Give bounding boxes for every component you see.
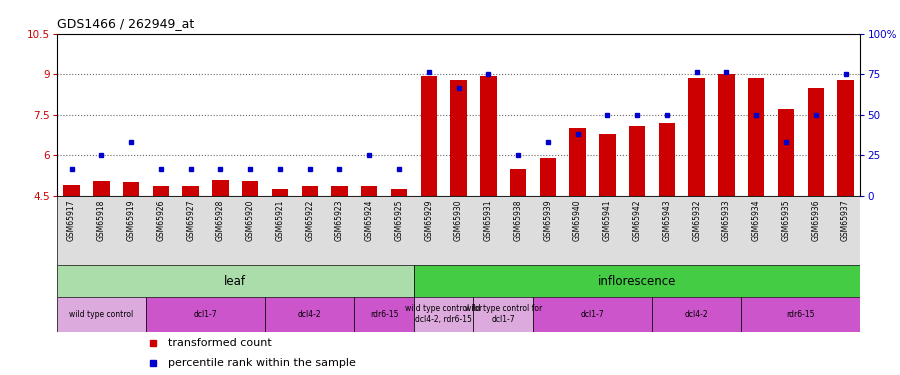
Bar bbox=[599, 134, 616, 196]
Bar bbox=[480, 76, 497, 196]
Text: rdr6-15: rdr6-15 bbox=[370, 310, 399, 319]
Bar bbox=[57, 297, 146, 332]
Text: GSM65923: GSM65923 bbox=[335, 199, 344, 241]
Bar bbox=[807, 88, 824, 196]
Bar bbox=[652, 297, 742, 332]
Text: GSM65943: GSM65943 bbox=[662, 199, 671, 241]
Text: GSM65922: GSM65922 bbox=[305, 199, 314, 241]
Bar bbox=[355, 297, 414, 332]
Bar bbox=[450, 80, 467, 196]
Bar bbox=[570, 128, 586, 196]
Text: transformed count: transformed count bbox=[167, 338, 272, 348]
Text: dcl1-7: dcl1-7 bbox=[194, 310, 217, 319]
Bar bbox=[718, 74, 734, 196]
Text: GSM65927: GSM65927 bbox=[186, 199, 195, 241]
Bar bbox=[659, 123, 675, 196]
Bar bbox=[94, 181, 110, 196]
Text: GSM65936: GSM65936 bbox=[811, 199, 820, 241]
Bar bbox=[540, 158, 556, 196]
Bar bbox=[837, 80, 854, 196]
Text: GSM65937: GSM65937 bbox=[841, 199, 850, 241]
Bar bbox=[473, 297, 533, 332]
Text: GSM65934: GSM65934 bbox=[752, 199, 760, 241]
Bar bbox=[331, 186, 347, 196]
Bar bbox=[629, 126, 645, 196]
Text: GSM65942: GSM65942 bbox=[633, 199, 642, 241]
Text: GSM65917: GSM65917 bbox=[68, 199, 76, 241]
Bar bbox=[361, 186, 377, 196]
Text: wild type control for
dcl4-2, rdr6-15: wild type control for dcl4-2, rdr6-15 bbox=[405, 304, 482, 324]
Bar bbox=[391, 189, 407, 196]
Bar bbox=[420, 76, 437, 196]
Text: GSM65919: GSM65919 bbox=[127, 199, 136, 241]
Text: GSM65929: GSM65929 bbox=[424, 199, 433, 241]
Bar bbox=[778, 110, 794, 196]
Text: dcl4-2: dcl4-2 bbox=[685, 310, 708, 319]
Text: leaf: leaf bbox=[224, 274, 247, 288]
Text: dcl4-2: dcl4-2 bbox=[298, 310, 321, 319]
Bar bbox=[146, 297, 266, 332]
Bar bbox=[63, 185, 80, 196]
Bar bbox=[272, 189, 288, 196]
Bar bbox=[742, 297, 860, 332]
Text: GSM65938: GSM65938 bbox=[514, 199, 523, 241]
Text: GSM65932: GSM65932 bbox=[692, 199, 701, 241]
Text: rdr6-15: rdr6-15 bbox=[787, 310, 815, 319]
Text: GSM65939: GSM65939 bbox=[544, 199, 553, 241]
Text: GDS1466 / 262949_at: GDS1466 / 262949_at bbox=[57, 16, 194, 30]
Text: GSM65921: GSM65921 bbox=[275, 199, 284, 241]
Text: inflorescence: inflorescence bbox=[598, 274, 676, 288]
Text: GSM65925: GSM65925 bbox=[394, 199, 403, 241]
Bar bbox=[242, 181, 258, 196]
Text: GSM65940: GSM65940 bbox=[573, 199, 582, 241]
Text: GSM65931: GSM65931 bbox=[484, 199, 493, 241]
Text: wild type control for
dcl1-7: wild type control for dcl1-7 bbox=[464, 304, 542, 324]
Text: GSM65933: GSM65933 bbox=[722, 199, 731, 241]
Bar bbox=[266, 297, 355, 332]
Text: GSM65930: GSM65930 bbox=[454, 199, 463, 241]
Bar bbox=[748, 78, 764, 196]
Text: percentile rank within the sample: percentile rank within the sample bbox=[167, 358, 356, 368]
Bar bbox=[533, 297, 652, 332]
Bar bbox=[414, 297, 473, 332]
Text: dcl1-7: dcl1-7 bbox=[580, 310, 604, 319]
Bar bbox=[57, 265, 414, 297]
Bar bbox=[302, 186, 318, 196]
Text: GSM65924: GSM65924 bbox=[364, 199, 373, 241]
Text: wild type control: wild type control bbox=[69, 310, 133, 319]
Text: GSM65918: GSM65918 bbox=[97, 199, 106, 241]
Text: GSM65920: GSM65920 bbox=[246, 199, 255, 241]
Bar bbox=[510, 169, 526, 196]
Bar bbox=[212, 180, 229, 196]
Text: GSM65935: GSM65935 bbox=[781, 199, 790, 241]
Text: GSM65941: GSM65941 bbox=[603, 199, 612, 241]
Bar bbox=[183, 186, 199, 196]
Bar bbox=[153, 186, 169, 196]
Bar bbox=[688, 78, 705, 196]
Bar bbox=[414, 265, 860, 297]
Text: GSM65926: GSM65926 bbox=[157, 199, 166, 241]
Text: GSM65928: GSM65928 bbox=[216, 199, 225, 241]
Bar bbox=[123, 182, 140, 196]
